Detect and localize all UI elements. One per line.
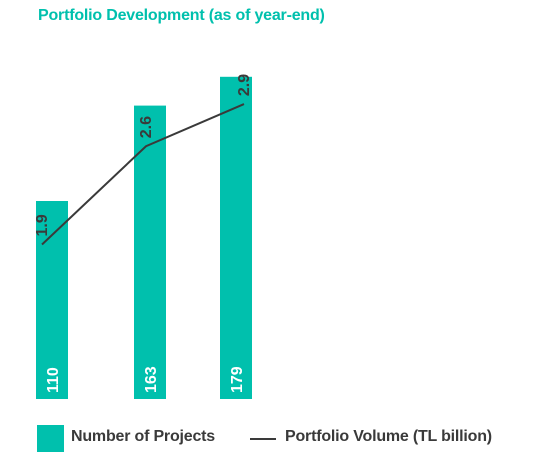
bar-value-label-3: 179 bbox=[229, 366, 246, 393]
legend-label-number-of-projects: Number of Projects bbox=[71, 428, 215, 445]
legend: Number of Projects Portfolio Volume (TL … bbox=[0, 425, 536, 455]
bar-value-label-1: 110 bbox=[45, 367, 62, 393]
bar-3 bbox=[220, 76, 252, 400]
line-value-label-2: 2.6 bbox=[138, 116, 155, 138]
portfolio-volume-line bbox=[41, 103, 245, 246]
legend-swatch-number-of-projects bbox=[37, 425, 64, 452]
bar-2 bbox=[134, 105, 166, 399]
legend-label-portfolio-volume: Portfolio Volume (TL billion) bbox=[285, 428, 492, 445]
line-group: 1.9 2.6 2.9 bbox=[34, 74, 253, 246]
bars-group: 110 163 179 bbox=[36, 76, 252, 400]
bar-value-label-2: 163 bbox=[143, 366, 160, 393]
line-value-label-1: 1.9 bbox=[34, 214, 51, 236]
chart-title: Portfolio Development (as of year-end) bbox=[38, 7, 325, 24]
line-value-label-3: 2.9 bbox=[236, 74, 253, 96]
legend-line-portfolio-volume bbox=[250, 438, 276, 440]
